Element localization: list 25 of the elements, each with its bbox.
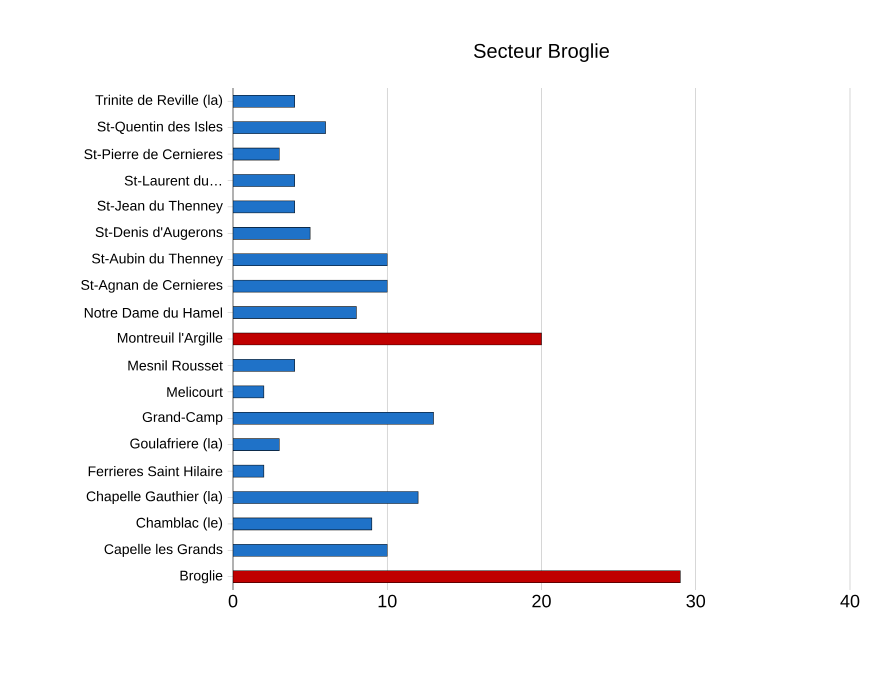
y-tick-label: St-Aubin du Thenney xyxy=(92,253,223,266)
y-tick-label: St-Laurent du… xyxy=(124,175,222,186)
y-tick-label: St-Jean du Thenney xyxy=(98,200,223,214)
x-tick-label: 40 xyxy=(840,594,860,608)
y-tick-label: St-Agnan de Cernieres xyxy=(81,280,222,293)
y-tick-label: Ferrieres Saint Hilaire xyxy=(88,466,222,476)
y-tick-label: Melicourt xyxy=(167,386,223,397)
y-tick-label: Grand-Camp xyxy=(142,412,222,425)
x-tick-label: 20 xyxy=(532,594,551,608)
y-tick-label: Mesnil Rousset xyxy=(128,360,223,371)
x-tick-label: 30 xyxy=(686,594,706,608)
x-tick-label: 10 xyxy=(378,594,397,608)
y-tick-label: Chamblac (le) xyxy=(136,517,222,530)
y-tick-label: Trinite de Reville (la) xyxy=(95,94,222,108)
y-tick-label: St-Denis d'Augerons xyxy=(96,226,222,240)
y-tick-label: Capelle les Grands xyxy=(104,544,222,557)
x-tick-label: 0 xyxy=(228,594,238,608)
chart-title: Secteur Broglie xyxy=(474,43,609,62)
y-tick-label: Chapelle Gauthier (la) xyxy=(86,490,222,504)
y-tick-label: Montreuil l'Argille xyxy=(118,332,222,346)
y-tick-label: Broglie xyxy=(180,570,222,584)
y-tick-label: St-Pierre de Cernieres xyxy=(84,148,222,160)
y-tick-label: Notre Dame du Hamel xyxy=(84,307,222,318)
y-tick-label: Goulafriere (la) xyxy=(130,438,222,452)
y-tick-label: St-Quentin des Isles xyxy=(98,121,222,134)
